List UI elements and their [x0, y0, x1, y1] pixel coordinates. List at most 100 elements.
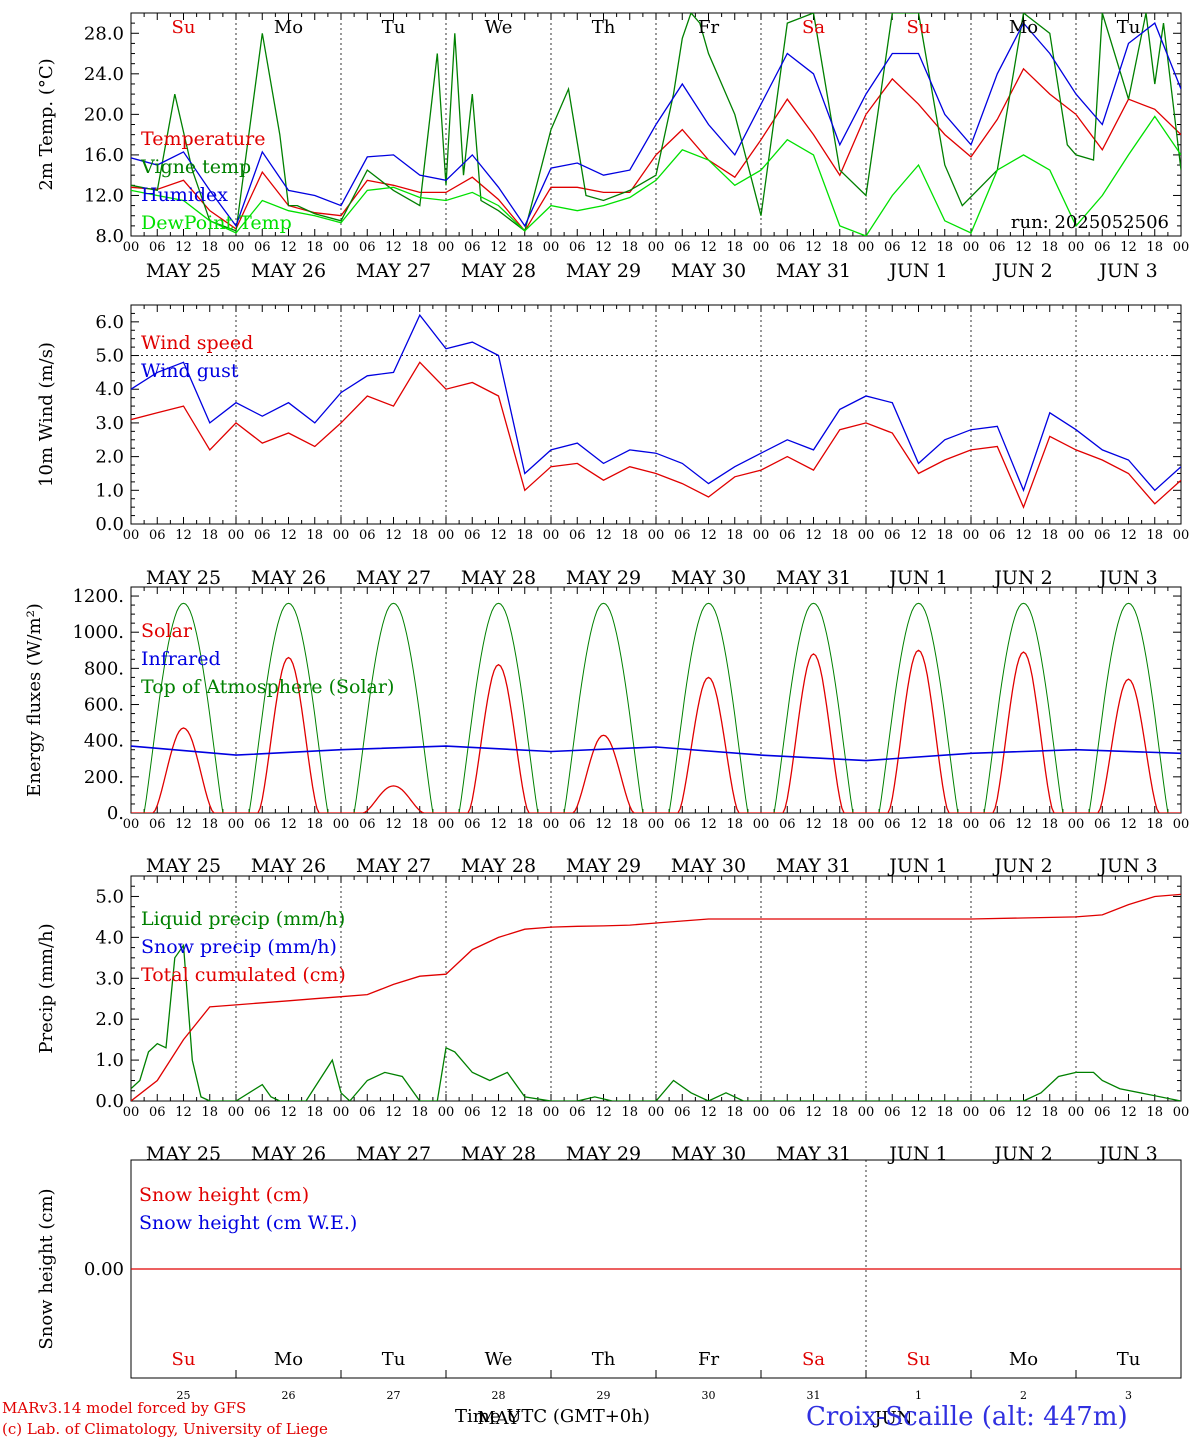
hour-tick-label: 18: [1146, 240, 1163, 255]
hour-tick-label: 06: [569, 1105, 586, 1120]
hour-tick-label: 12: [280, 1105, 297, 1120]
series-line-liquid-precip-mm-h: [131, 943, 1181, 1101]
hour-tick-label: 06: [674, 240, 691, 255]
y-tick-label: 28.0: [84, 23, 124, 44]
hour-tick-label: 00: [438, 817, 455, 832]
day-label: MAY 27: [356, 260, 431, 282]
hour-tick-label: 12: [910, 1105, 927, 1120]
hour-tick-label: 00: [333, 528, 350, 543]
hour-tick-label: 00: [438, 528, 455, 543]
hour-tick-label: 00: [753, 1105, 770, 1120]
hour-tick-label: 00: [333, 817, 350, 832]
legend-entry: Snow height (cm W.E.): [139, 1212, 357, 1234]
hour-tick-label: 12: [805, 528, 822, 543]
y-axis-label: Energy fluxes (W/m²): [24, 603, 45, 797]
weekday-label: Fr: [698, 17, 719, 38]
day-label: MAY 25: [146, 567, 221, 589]
weekday-label: Su: [172, 1349, 196, 1370]
hour-tick-label: 00: [1068, 817, 1085, 832]
hour-tick-label: 06: [1094, 528, 1111, 543]
hour-tick-label: 18: [1146, 1105, 1163, 1120]
y-tick-label: 4.0: [95, 379, 124, 400]
hour-tick-label: 12: [805, 240, 822, 255]
legend-entry: DewPoint Temp: [141, 212, 292, 234]
hour-tick-label: 18: [201, 240, 218, 255]
day-label: MAY 26: [251, 1143, 326, 1165]
footer-model-line: MARv3.14 model forced by GFS: [2, 1399, 247, 1417]
hour-tick-label: 18: [411, 528, 428, 543]
y-axis-label: 2m Temp. (°C): [36, 58, 57, 190]
hour-tick-label: 18: [306, 240, 323, 255]
weekday-label: Su: [172, 17, 196, 38]
day-label: MAY 27: [356, 1143, 431, 1165]
series-line-dewpoint-temp: [131, 115, 1181, 236]
y-tick-label: 0.0: [95, 1091, 124, 1112]
y-tick-label: 800.: [84, 658, 124, 679]
hour-tick-label: 06: [989, 1105, 1006, 1120]
day-label: MAY 28: [461, 855, 536, 877]
hour-tick-label: 18: [831, 240, 848, 255]
hour-tick-label: 06: [359, 240, 376, 255]
hour-tick-label: 18: [201, 817, 218, 832]
day-label: JUN 2: [992, 260, 1052, 282]
legend-entry: Liquid precip (mm/h): [141, 908, 345, 930]
hour-tick-label: 12: [700, 817, 717, 832]
hour-tick-label: 00: [648, 240, 665, 255]
hour-tick-label: 06: [359, 528, 376, 543]
hour-tick-label: 06: [1094, 1105, 1111, 1120]
day-label: JUN 1: [887, 567, 947, 589]
hour-tick-label: 12: [595, 817, 612, 832]
hour-tick-label: 12: [1120, 817, 1137, 832]
day-label: MAY 30: [671, 260, 746, 282]
plot-frame: [130, 586, 1182, 814]
day-label: MAY 29: [566, 260, 641, 282]
hour-tick-label: 06: [569, 817, 586, 832]
hour-tick-label: 18: [201, 528, 218, 543]
hour-tick-label: 00: [963, 240, 980, 255]
legend-entry: Wind gust: [141, 360, 239, 382]
y-tick-label: 2.0: [95, 447, 124, 468]
hour-tick-label: 00: [858, 1105, 875, 1120]
weekday-label: Sa: [802, 1349, 825, 1370]
series-line-wind-gust: [131, 313, 1181, 493]
day-label: MAY 25: [146, 1143, 221, 1165]
hour-tick-label: 06: [674, 1105, 691, 1120]
hour-tick-label: 06: [464, 817, 481, 832]
hour-tick-label: 06: [989, 528, 1006, 543]
hour-tick-label: 00: [333, 1105, 350, 1120]
series-group: [131, 313, 1181, 509]
hour-tick-label: 06: [884, 817, 901, 832]
y-tick-label: 600.: [84, 695, 124, 716]
day-number-label: 26: [282, 1389, 296, 1402]
day-label: MAY 26: [251, 855, 326, 877]
hour-tick-label: 06: [674, 817, 691, 832]
day-number-label: 25: [177, 1389, 191, 1402]
hour-tick-label: 06: [149, 817, 166, 832]
y-tick-label: 200.: [84, 767, 124, 788]
hour-tick-label: 06: [1094, 817, 1111, 832]
legend-entry: Top of Atmosphere (Solar): [141, 676, 394, 698]
hour-tick-label: 12: [1120, 240, 1137, 255]
hour-tick-label: 06: [464, 1105, 481, 1120]
series-line-top-of-atmosphere: [131, 602, 1181, 813]
legend-entry: Temperature: [141, 128, 265, 150]
hour-tick-label: 18: [831, 817, 848, 832]
day-label: MAY 26: [251, 260, 326, 282]
footer-time-label: Time UTC (GMT+0h): [455, 1406, 650, 1427]
hour-tick-label: 18: [201, 1105, 218, 1120]
hour-tick-label: 12: [175, 1105, 192, 1120]
hour-tick-label: 18: [1041, 1105, 1058, 1120]
hour-tick-label: 00: [1173, 1105, 1190, 1120]
day-number-label: 31: [807, 1389, 821, 1402]
hour-tick-label: 06: [989, 240, 1006, 255]
hour-tick-label: 18: [621, 528, 638, 543]
run-label: run: 2025052506: [1011, 212, 1169, 233]
hour-tick-label: 00: [753, 528, 770, 543]
day-label: MAY 31: [776, 855, 851, 877]
day-label: MAY 31: [776, 567, 851, 589]
hour-tick-label: 00: [1173, 817, 1190, 832]
hour-tick-label: 18: [936, 817, 953, 832]
hour-tick-label: 00: [228, 240, 245, 255]
hour-tick-label: 06: [254, 240, 271, 255]
hour-tick-label: 00: [963, 1105, 980, 1120]
